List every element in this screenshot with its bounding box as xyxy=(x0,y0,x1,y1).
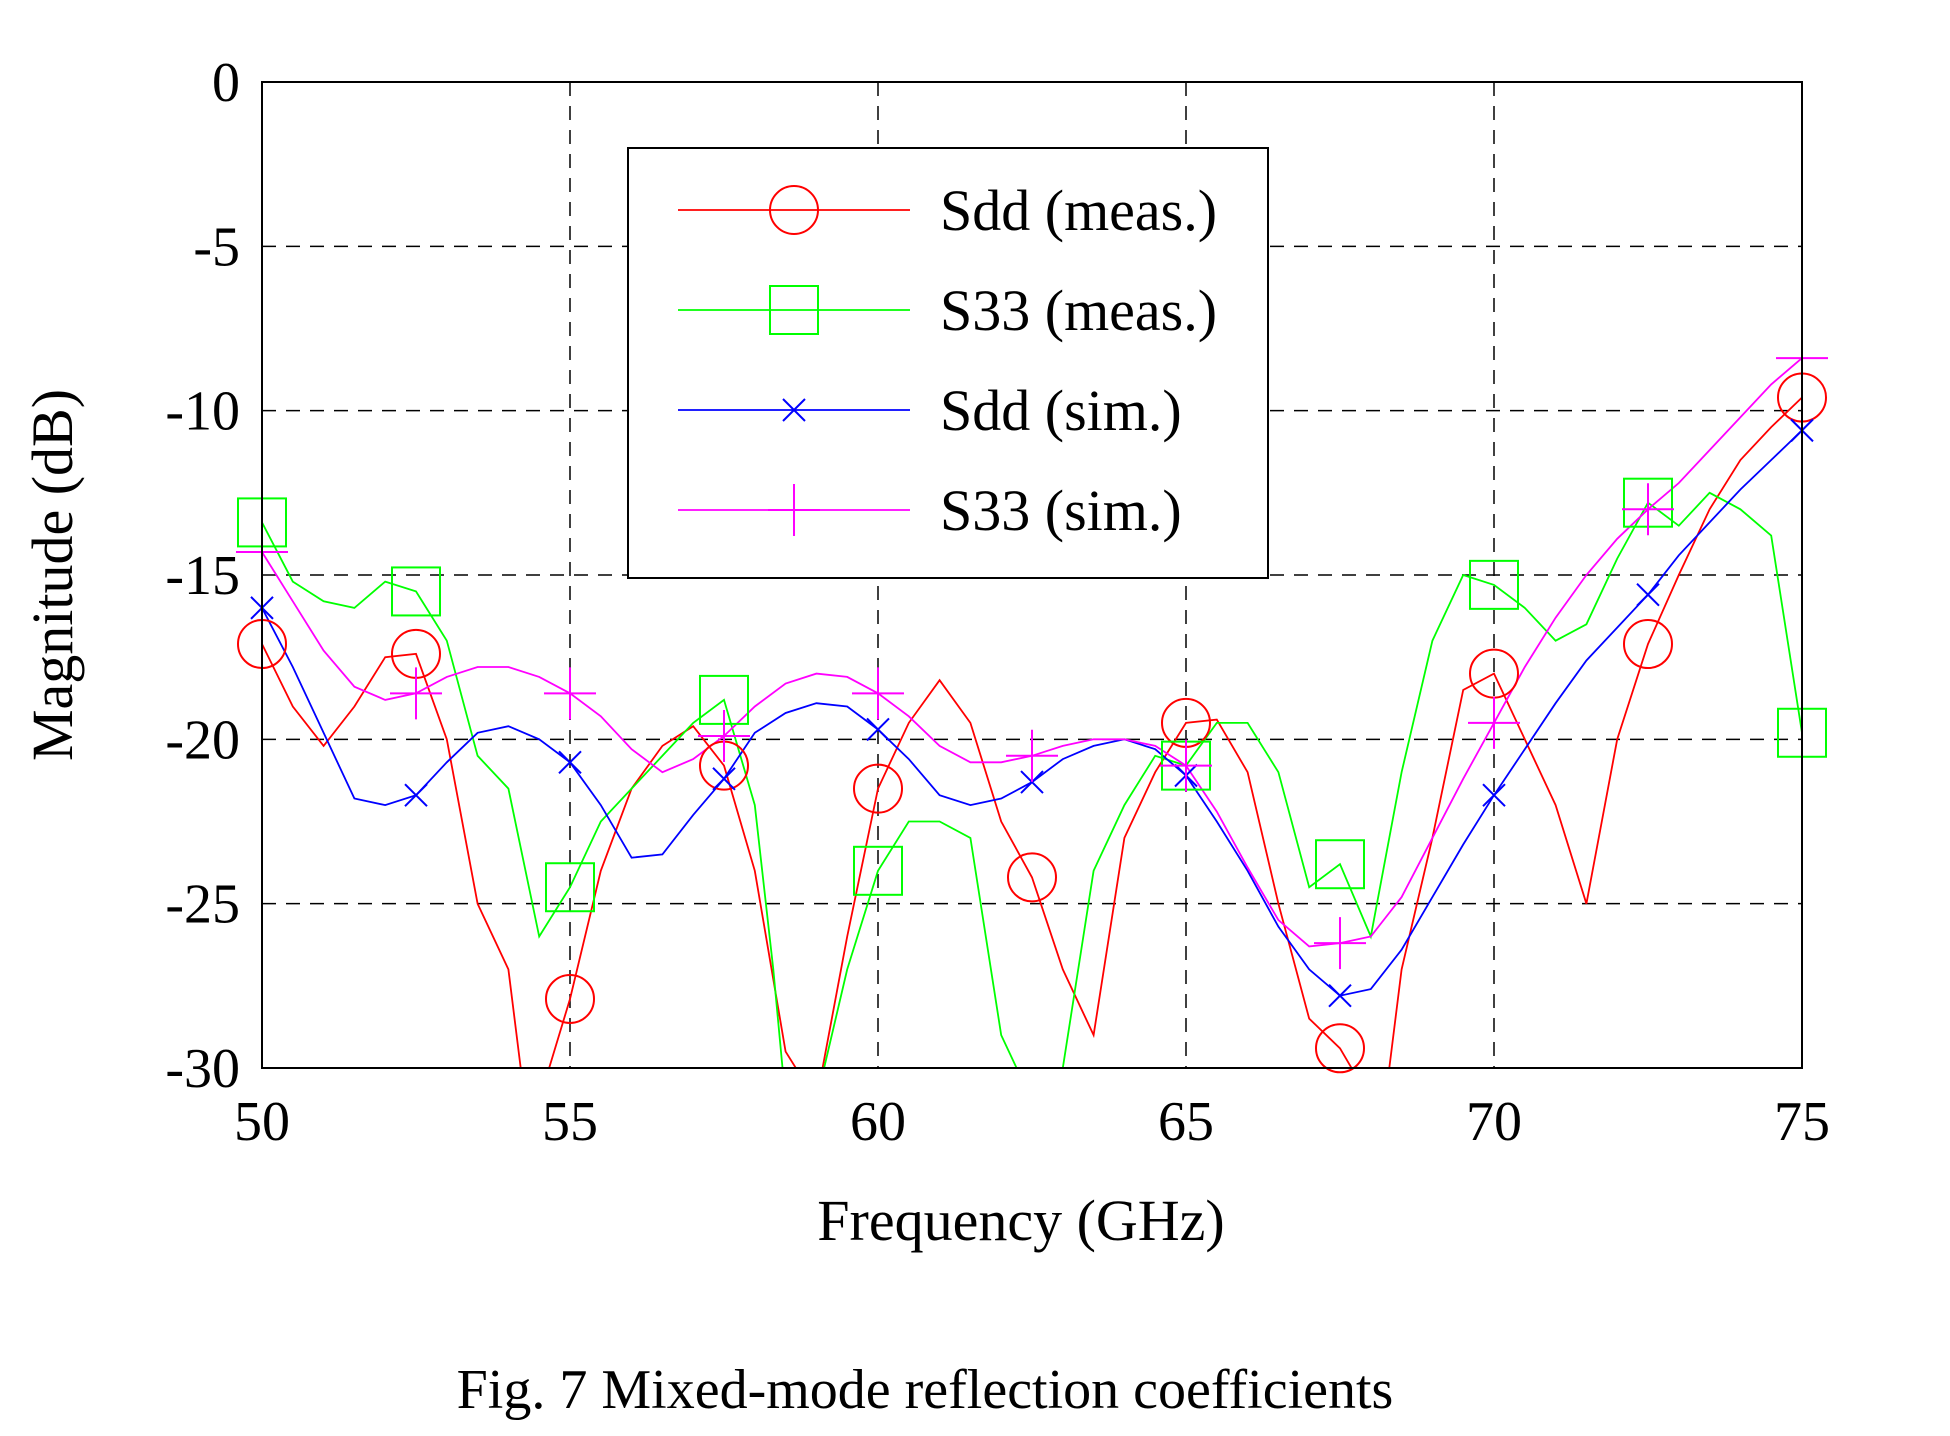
circle-marker xyxy=(545,973,595,1024)
plus-marker xyxy=(1622,483,1674,536)
legend-label: Sdd (meas.) xyxy=(940,178,1217,243)
square-marker xyxy=(769,285,819,335)
x-tick-label: 70 xyxy=(1466,1091,1522,1153)
x-marker xyxy=(404,783,428,807)
legend-item: Sdd (meas.) xyxy=(678,178,1217,243)
legend-item: S33 (sim.) xyxy=(678,478,1182,543)
square-marker xyxy=(545,862,595,913)
x-axis-label: Frequency (GHz) xyxy=(817,1188,1224,1253)
plus-marker xyxy=(1006,729,1058,782)
legend-label: Sdd (sim.) xyxy=(940,378,1182,443)
circle-marker xyxy=(853,763,903,814)
tick-labels: 50 55 60 65 70 75 0 -5 -10 -15 -20 -25 -30 xyxy=(165,52,1830,1153)
square-marker xyxy=(1315,839,1365,890)
x-marker xyxy=(1020,770,1044,794)
plus-marker xyxy=(768,484,820,536)
series-line-0 xyxy=(262,396,1802,1068)
y-tick-label: -20 xyxy=(165,709,240,771)
y-tick-label: -25 xyxy=(165,874,240,936)
legend-item: Sdd (sim.) xyxy=(678,378,1182,443)
x-marker xyxy=(1636,583,1660,607)
legend-item: S33 (meas.) xyxy=(678,278,1217,343)
x-tick-label: 75 xyxy=(1774,1091,1830,1153)
series-markers-0 xyxy=(237,372,1827,1074)
x-marker xyxy=(558,750,582,775)
y-tick-label: -15 xyxy=(165,545,240,607)
legend: Sdd (meas.) S33 (meas.) Sdd (sim.) S33 (sim… xyxy=(627,147,1269,579)
square-marker xyxy=(391,566,441,617)
legend-label: S33 (sim.) xyxy=(940,478,1182,543)
y-tick-label: -10 xyxy=(165,381,240,443)
x-marker xyxy=(866,717,890,742)
circle-marker xyxy=(1315,1023,1365,1074)
circle-marker xyxy=(1007,852,1057,903)
y-tick-label: 0 xyxy=(212,52,240,114)
square-marker xyxy=(853,845,903,896)
circle-marker xyxy=(1623,619,1673,670)
x-marker xyxy=(1328,983,1352,1008)
circle-marker xyxy=(769,185,819,235)
x-tick-label: 60 xyxy=(850,1091,906,1153)
figure-caption: Fig. 7 Mixed-mode reflection coefficient… xyxy=(457,1359,1394,1421)
plus-marker xyxy=(1160,739,1212,792)
plus-marker xyxy=(1468,696,1520,749)
plus-marker xyxy=(852,667,904,720)
y-axis-label: Magnitude (dB) xyxy=(20,389,85,761)
x-tick-label: 55 xyxy=(542,1091,598,1153)
x-marker xyxy=(712,767,736,791)
y-tick-label: -30 xyxy=(165,1038,240,1100)
plot-frame xyxy=(261,81,1803,1069)
x-marker xyxy=(782,398,806,422)
plus-marker xyxy=(1314,917,1366,970)
y-tick-label: -5 xyxy=(193,216,240,278)
legend-label: S33 (meas.) xyxy=(940,278,1217,343)
series-markers-2 xyxy=(250,418,1814,1008)
x-marker xyxy=(1482,783,1506,807)
series-line-1 xyxy=(262,491,1802,1068)
plus-marker xyxy=(544,667,596,720)
plus-marker xyxy=(390,667,442,720)
plus-marker xyxy=(698,710,750,763)
square-marker xyxy=(1469,559,1519,610)
x-tick-label: 50 xyxy=(234,1091,290,1153)
legend-box xyxy=(627,147,1269,579)
x-tick-label: 65 xyxy=(1158,1091,1214,1153)
